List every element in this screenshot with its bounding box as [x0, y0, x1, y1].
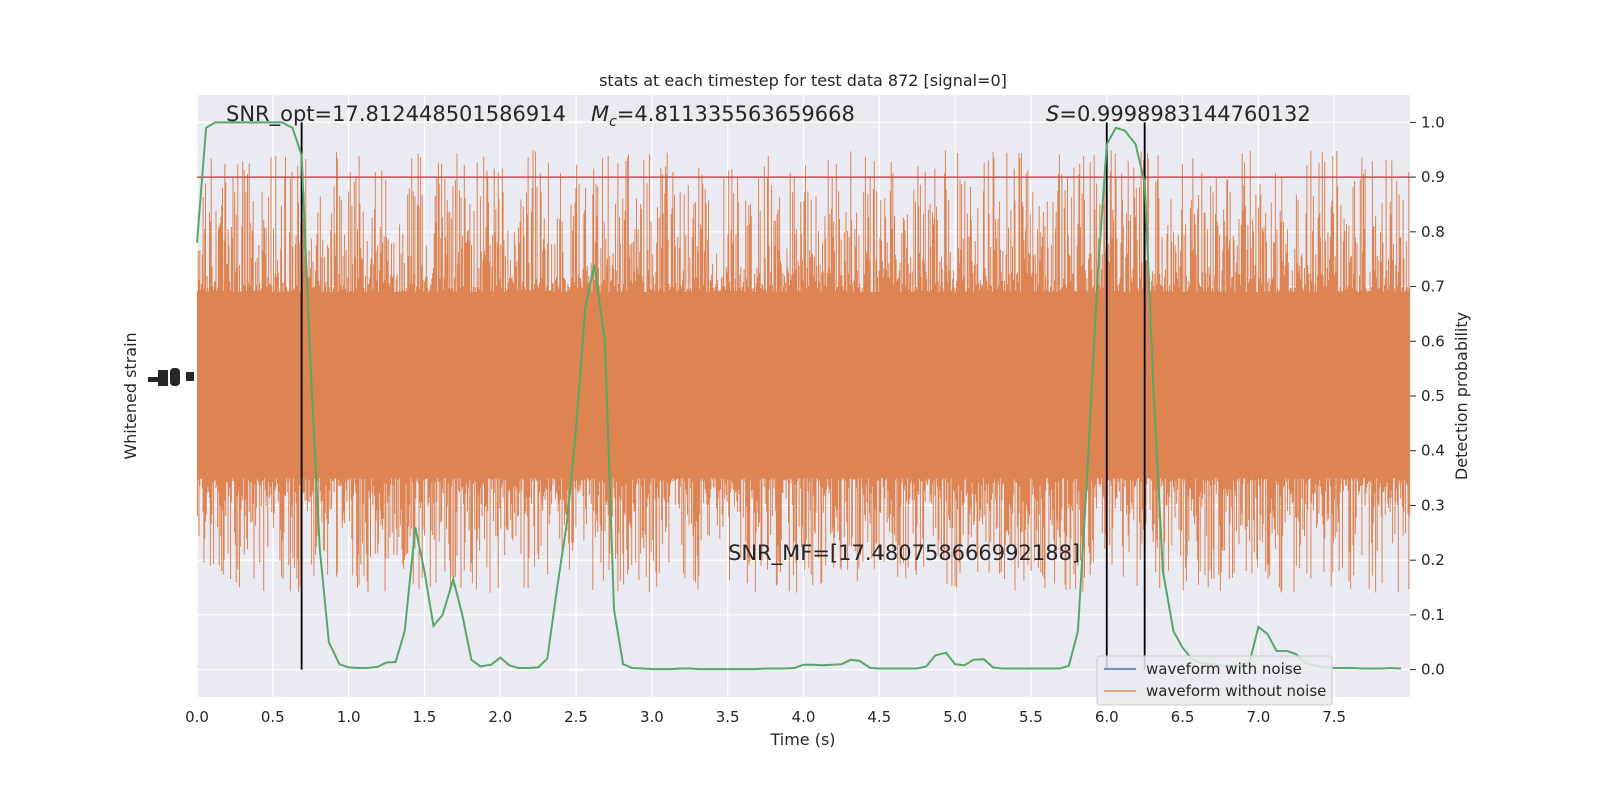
y-tick-label: 0.3 — [1421, 496, 1445, 514]
snr-mf-annotation: SNR_MF=[17.480758666992188] — [728, 541, 1080, 566]
y-tick-label: 0.9 — [1421, 168, 1445, 186]
x-tick-label: 2.0 — [488, 708, 512, 726]
legend-box — [1096, 655, 1333, 706]
left-tick-blob — [170, 368, 180, 386]
left-tick-blob — [186, 372, 194, 381]
s-annotation: S=0.9998983144760132 — [1046, 102, 1311, 126]
chart-title: stats at each timestep for test data 872… — [599, 71, 1007, 90]
y-tick-label: 0.7 — [1421, 278, 1445, 296]
x-tick-label: 1.0 — [337, 708, 361, 726]
x-tick-label: 6.5 — [1171, 708, 1195, 726]
y-tick-label: 0.2 — [1421, 551, 1445, 569]
legend: waveform with noise waveform without noi… — [1096, 655, 1333, 706]
y-tick-label: 0.6 — [1421, 332, 1445, 350]
y-tick-label: 0.1 — [1421, 606, 1445, 624]
x-tick-label: 7.0 — [1246, 708, 1270, 726]
right-y-axis-label: Detection probability — [1452, 312, 1471, 480]
y-tick-label: 1.0 — [1421, 113, 1445, 131]
y-tick-label: 0.0 — [1421, 661, 1445, 679]
left-axis-collapsed-ticks — [148, 368, 194, 386]
chirp-mass-value: =4.811335563659668 — [617, 102, 855, 126]
s-value: =0.9998983144760132 — [1059, 102, 1310, 126]
legend-label-with-noise: waveform with noise — [1146, 660, 1302, 678]
waveform-spikes — [196, 150, 1411, 593]
x-tick-label: 7.5 — [1322, 708, 1346, 726]
chirp-mass-symbol: M — [591, 102, 609, 126]
y-tick-label: 0.4 — [1421, 442, 1445, 460]
x-tick-label: 3.5 — [716, 708, 740, 726]
legend-label-without-noise: waveform without noise — [1146, 682, 1326, 700]
x-axis-label: Time (s) — [769, 730, 835, 749]
chirp-mass-subscript: c — [609, 114, 617, 130]
event-vertical-lines — [300, 122, 1146, 670]
y-tick-label: 0.8 — [1421, 223, 1445, 241]
right-y-axis-ticks: 0.0 0.1 0.2 0.3 0.4 0.5 0.6 0.7 0.8 0.9 1.0 — [1410, 113, 1445, 679]
x-tick-label: 1.5 — [413, 708, 437, 726]
x-tick-label: 5.0 — [943, 708, 967, 726]
y-tick-label: 0.5 — [1421, 387, 1445, 405]
x-tick-label: 4.5 — [867, 708, 891, 726]
left-y-axis-label: Whitened strain — [121, 332, 140, 459]
x-tick-label: 2.5 — [564, 708, 588, 726]
x-tick-label: 0.5 — [261, 708, 285, 726]
snr-opt-annotation: SNR_opt=17.812448501586914 — [226, 102, 566, 127]
x-tick-label: 5.5 — [1019, 708, 1043, 726]
chirp-mass-annotation: Mc=4.811335563659668 — [591, 102, 855, 130]
left-tick-blob — [158, 370, 168, 386]
x-tick-label: 3.0 — [640, 708, 664, 726]
waveform-without-noise-series — [196, 150, 1411, 593]
x-tick-label: 4.0 — [792, 708, 816, 726]
left-tick-blob — [148, 377, 166, 382]
x-tick-label: 0.0 — [185, 708, 209, 726]
s-symbol: S — [1046, 102, 1059, 126]
x-tick-label: 6.0 — [1095, 708, 1119, 726]
x-axis-ticks: 0.0 0.5 1.0 1.5 2.0 2.5 3.0 3.5 4.0 4.5 5.0 5.5 6.0 6… — [185, 708, 1346, 726]
